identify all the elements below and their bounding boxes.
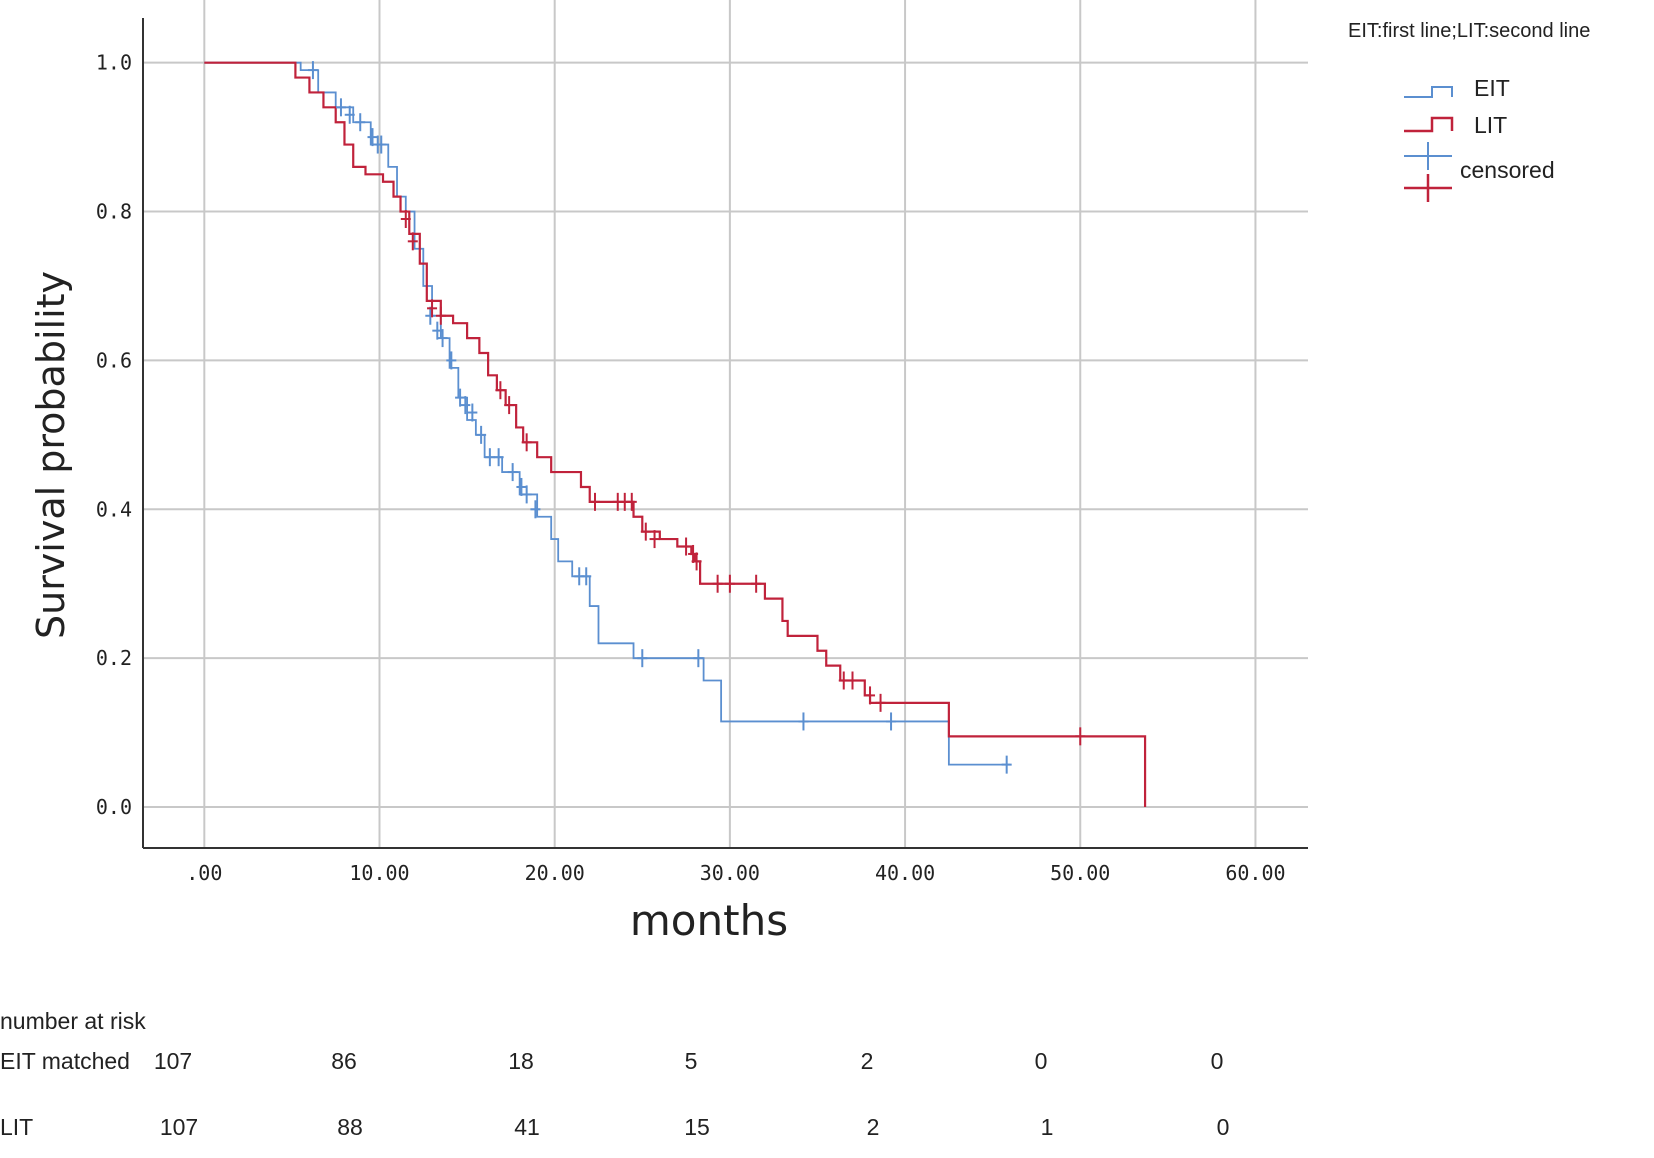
legend-eit-label: EIT	[1474, 75, 1510, 101]
censor-mark-lit	[504, 396, 515, 415]
risk-value: 88	[337, 1114, 363, 1140]
censor-mark-eit	[886, 712, 897, 731]
legend-eit-line	[1404, 86, 1453, 98]
censor-mark-lit	[640, 522, 651, 541]
risk-value: 41	[514, 1114, 540, 1140]
risk-row: LIT 107 88 41 15 2 1 0	[0, 1114, 1654, 1154]
censor-mark-lit	[521, 433, 532, 452]
survival-curves	[204, 61, 1147, 808]
censor-mark-lit	[681, 537, 692, 556]
censor-mark-eit	[798, 712, 809, 731]
legend-censored-eit-mark	[1404, 142, 1452, 170]
censor-mark-eit	[521, 485, 532, 504]
x-tick-label: 60.00	[1225, 861, 1285, 885]
censor-mark-eit	[460, 396, 471, 415]
risk-value: 107	[159, 1114, 199, 1140]
legend-lit-label: LIT	[1474, 112, 1507, 138]
tick-labels: .00 10.00 20.00 30.00 40.00 50.00 60.00 0.0 0.2 0…	[96, 51, 1286, 885]
censor-mark-lit	[407, 232, 418, 251]
censor-mark-eit	[355, 113, 366, 132]
x-tick-label: 40.00	[875, 861, 935, 885]
censor-mark-lit	[724, 574, 735, 593]
censor-mark-lit	[589, 492, 600, 511]
censor-mark-lit	[435, 306, 446, 325]
censor-mark-eit	[467, 403, 478, 422]
censor-mark-lit	[400, 209, 411, 228]
legend-lit-line	[1404, 116, 1454, 133]
censor-mark-eit	[693, 649, 704, 668]
survival-curve-eit	[204, 61, 1011, 766]
risk-row-label: EIT matched	[0, 1048, 130, 1074]
risk-value: 0	[1210, 1048, 1224, 1074]
survival-chart: .00 10.00 20.00 30.00 40.00 50.00 60.00 0.0 0.2 0…	[29, 0, 1590, 945]
risk-value: 107	[153, 1048, 193, 1074]
risk-value: 2	[866, 1114, 880, 1140]
y-tick-label: 0.2	[96, 646, 132, 670]
survival-curve-lit	[204, 61, 1147, 808]
risk-value: 18	[508, 1048, 534, 1074]
censor-mark-lit	[495, 381, 506, 400]
x-tick-label: 30.00	[700, 861, 760, 885]
censor-mark-eit	[335, 98, 346, 117]
censor-mark-lit	[626, 492, 637, 511]
y-axis-label: Survival probability	[29, 271, 73, 639]
x-tick-label: 10.00	[349, 861, 409, 885]
censor-mark-lit	[751, 574, 762, 593]
legend-censored-lit-mark	[1404, 174, 1452, 202]
y-tick-label: 0.0	[96, 795, 132, 819]
risk-value: 5	[684, 1048, 698, 1074]
censor-mark-eit	[432, 321, 443, 340]
x-tick-label: 50.00	[1050, 861, 1110, 885]
risk-value: 0	[1216, 1114, 1230, 1140]
censor-mark-lit	[691, 552, 702, 571]
censor-mark-eit	[307, 61, 318, 80]
censor-mark-eit	[367, 128, 378, 147]
censor-mark-eit	[476, 425, 487, 444]
legend: EIT:first line;LIT:second line EIT LIT c…	[1348, 20, 1590, 202]
censor-mark-eit	[446, 351, 457, 370]
risk-value: 0	[1034, 1048, 1048, 1074]
censor-mark-eit	[581, 567, 592, 586]
censor-mark-eit	[425, 306, 436, 325]
censor-mark-eit	[516, 477, 527, 496]
y-tick-label: 0.6	[96, 348, 132, 372]
censor-mark-lit	[838, 671, 849, 690]
y-tick-label: 0.4	[96, 497, 132, 521]
x-tick-label: .00	[186, 861, 222, 885]
censor-mark-eit	[455, 388, 466, 407]
censor-mark-lit	[649, 530, 660, 549]
y-tick-label: 0.8	[96, 200, 132, 224]
x-axis-label: months	[630, 896, 788, 945]
risk-row: EIT matched 107 86 18 5 2 0 0	[0, 1048, 1654, 1088]
risk-table-title: number at risk	[0, 1008, 146, 1034]
censor-mark-eit	[437, 329, 448, 348]
x-tick-label: 20.00	[525, 861, 585, 885]
risk-value: 1	[1040, 1114, 1054, 1140]
legend-censored-label: censored	[1460, 157, 1555, 183]
censor-mark-eit	[1001, 755, 1012, 774]
censor-mark-lit	[875, 693, 886, 712]
censor-mark-eit	[507, 463, 518, 482]
axes	[142, 18, 1308, 849]
censor-mark-eit	[637, 649, 648, 668]
censor-mark-lit	[1075, 727, 1086, 746]
censor-marks	[307, 61, 1086, 774]
y-tick-label: 1.0	[96, 51, 132, 75]
censor-mark-eit	[530, 500, 541, 519]
censor-mark-eit	[484, 448, 495, 467]
censor-mark-eit	[344, 105, 355, 124]
censor-mark-lit	[427, 299, 438, 318]
risk-row-label: LIT	[0, 1114, 34, 1140]
censor-mark-eit	[493, 448, 504, 467]
censor-mark-lit	[847, 671, 858, 690]
risk-value: 15	[684, 1114, 710, 1140]
censor-mark-eit	[376, 135, 387, 154]
risk-value: 2	[860, 1048, 874, 1074]
grid-lines	[143, 0, 1308, 848]
censor-mark-lit	[865, 686, 876, 705]
risk-value: 86	[331, 1048, 357, 1074]
censor-mark-lit	[712, 574, 723, 593]
legend-title: EIT:first line;LIT:second line	[1348, 20, 1590, 42]
